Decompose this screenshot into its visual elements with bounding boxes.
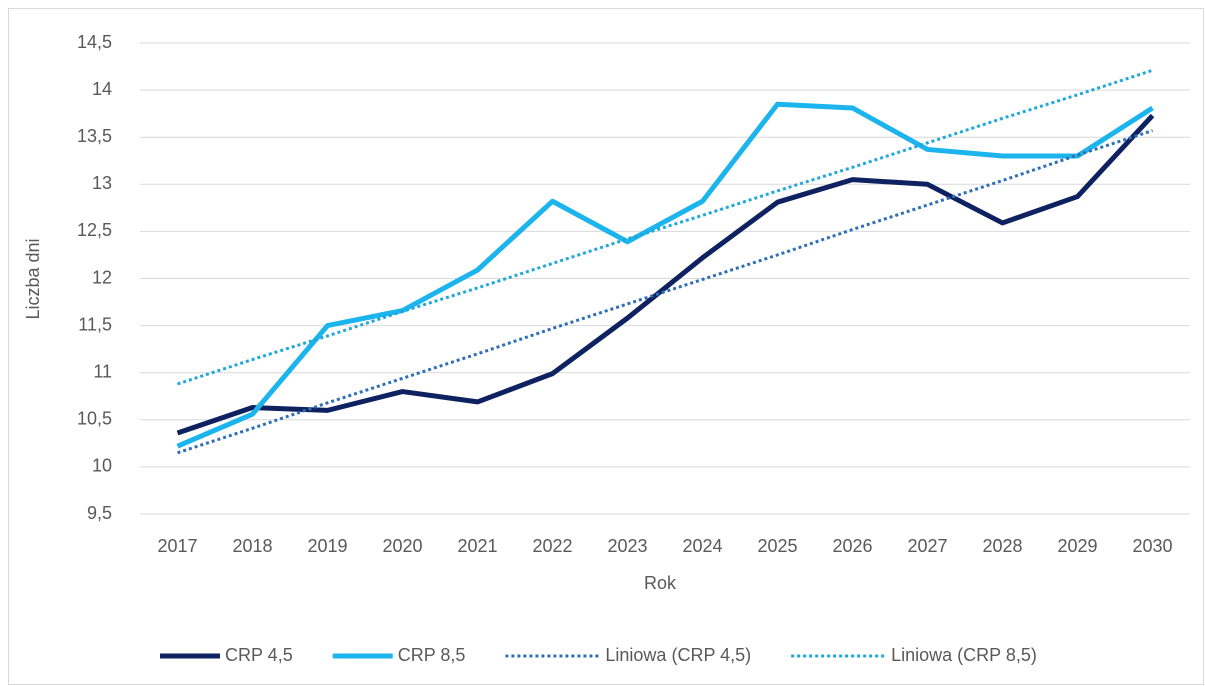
y-tick-label: 13 bbox=[92, 173, 112, 193]
y-tick-label: 11,5 bbox=[78, 314, 112, 334]
series-line bbox=[176, 113, 1155, 436]
y-tick-label: 10 bbox=[92, 456, 112, 476]
x-tick-label: 2026 bbox=[832, 536, 872, 556]
x-tick-label: 2030 bbox=[1132, 536, 1172, 556]
x-tick-label: 2021 bbox=[457, 536, 497, 556]
y-tick-label: 10,5 bbox=[77, 409, 112, 429]
y-tick-label: 11 bbox=[93, 361, 112, 381]
legend-label: CRP 8,5 bbox=[398, 645, 466, 665]
legend-label: Liniowa (CRP 8,5) bbox=[891, 645, 1037, 665]
x-tick-label: 2024 bbox=[682, 536, 722, 556]
legend-label: Liniowa (CRP 4,5) bbox=[605, 645, 751, 665]
y-tick-label: 9,5 bbox=[87, 503, 112, 523]
series-line bbox=[176, 101, 1154, 449]
x-tick-label: 2027 bbox=[907, 536, 947, 556]
y-tick-label: 12,5 bbox=[77, 220, 112, 240]
trend-line bbox=[177, 68, 1153, 386]
y-tick-label: 14,5 bbox=[77, 32, 112, 52]
legend-label: CRP 4,5 bbox=[225, 645, 293, 665]
x-tick-label: 2020 bbox=[382, 536, 422, 556]
y-tick-label: 13,5 bbox=[77, 126, 112, 146]
x-tick-label: 2019 bbox=[307, 536, 347, 556]
chart-frame bbox=[8, 8, 1204, 685]
x-tick-label: 2023 bbox=[607, 536, 647, 556]
x-tick-label: 2029 bbox=[1057, 536, 1097, 556]
x-tick-label: 2022 bbox=[532, 536, 572, 556]
y-tick-label: 12 bbox=[92, 267, 112, 287]
x-tick-label: 2028 bbox=[982, 536, 1022, 556]
y-tick-label: 14 bbox=[92, 79, 112, 99]
x-tick-label: 2025 bbox=[757, 536, 797, 556]
y-axis-label: Liczba dni bbox=[23, 238, 43, 319]
x-tick-label: 2017 bbox=[157, 536, 197, 556]
x-tick-label: 2018 bbox=[232, 536, 272, 556]
x-axis-label: Rok bbox=[644, 573, 677, 593]
